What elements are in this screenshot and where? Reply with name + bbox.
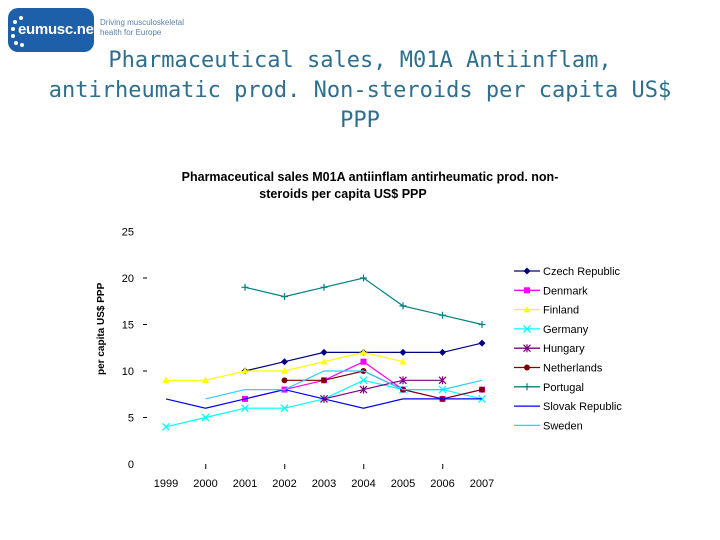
data-point [162, 422, 170, 431]
x-tick-label: 2003 [312, 478, 336, 490]
x-tick-label: 2002 [272, 478, 296, 490]
eumusc-logo: eumusc.net Driving musculoskeletal healt… [8, 8, 188, 54]
legend-label: Hungary [543, 343, 585, 355]
data-point [281, 358, 288, 366]
data-point [399, 348, 407, 356]
series-line [323, 379, 443, 400]
legend-label: Finland [543, 305, 579, 317]
legend-item-denmark: Denmark [514, 285, 588, 297]
legend-item-czech-republic: Czech Republic [514, 266, 621, 278]
series-line [165, 388, 482, 409]
logo-badge: eumusc.net [8, 8, 99, 52]
data-point [241, 367, 249, 374]
data-point [241, 283, 249, 291]
legend-label: Netherlands [543, 363, 603, 375]
y-axis-label: per capita US$ PPP [96, 282, 107, 375]
series-line [205, 370, 483, 400]
data-point [320, 358, 328, 365]
legend-item-germany: Germany [514, 324, 589, 336]
data-point [399, 358, 407, 365]
data-point [439, 311, 446, 319]
x-tick-label: 2000 [193, 478, 217, 490]
legend-item-hungary: Hungary [514, 343, 585, 355]
data-point [479, 386, 485, 393]
legend-item-portugal: Portugal [514, 382, 584, 394]
data-point [359, 376, 368, 385]
logo-stars-icon [11, 16, 24, 47]
x-tick-label: 2001 [233, 478, 257, 490]
data-point [523, 306, 531, 313]
legend: Czech Republic Denmark Finland Germany Hunga… [514, 266, 622, 432]
data-point [162, 376, 170, 384]
series-slovak-republic [165, 388, 482, 409]
legend-item-sweden: Sweden [514, 420, 583, 432]
data-point [360, 358, 367, 365]
legend-item-slovak-republic: Slovak Republic [514, 401, 622, 413]
y-tick-label: 20 [122, 273, 134, 285]
x-tick-label: 1999 [154, 478, 178, 490]
data-point [360, 348, 367, 356]
slide-title: Pharmaceutical sales, M01A Antiinflam, a… [48, 48, 672, 133]
series-germany [162, 376, 486, 431]
series-line [166, 351, 404, 381]
x-axis: 1999 2000 2001 2002 2003 2004 2005 2006 2007 [154, 464, 494, 490]
series-portugal [241, 274, 486, 328]
data-point [439, 348, 446, 356]
legend-item-finland: Finland [514, 305, 579, 317]
y-tick-label: 0 [128, 459, 134, 471]
data-point [359, 385, 368, 394]
series-sweden [205, 370, 483, 400]
data-point [399, 376, 407, 385]
data-point [241, 404, 249, 413]
series-line [244, 277, 483, 326]
data-point [523, 267, 531, 275]
y-tick-label: 10 [122, 366, 134, 378]
data-point [280, 404, 289, 413]
data-point [281, 367, 288, 374]
plot-area [162, 274, 486, 431]
data-point [201, 413, 210, 422]
data-point [321, 377, 327, 384]
data-point [360, 274, 367, 282]
data-point [320, 283, 328, 291]
x-tick-label: 2007 [470, 478, 494, 490]
data-point [281, 293, 288, 301]
data-point [524, 287, 530, 294]
chart-title-line-1: Pharmaceutical sales M01A antiinflam ant… [182, 170, 559, 184]
data-point [523, 383, 531, 391]
data-point [320, 348, 328, 356]
data-point [523, 344, 531, 353]
legend-label: Czech Republic [543, 266, 621, 278]
logo-wordmark: eumusc.net [18, 21, 99, 38]
y-tick-label: 25 [122, 227, 134, 239]
legend-label: Slovak Republic [543, 401, 622, 413]
data-point [281, 377, 288, 384]
x-tick-label: 2004 [351, 478, 375, 490]
legend-label: Sweden [543, 420, 583, 432]
data-point [438, 376, 447, 385]
legend-label: Portugal [543, 382, 584, 394]
y-tick-label: 5 [128, 413, 134, 425]
y-axis: 0 5 10 15 20 25 [122, 227, 147, 471]
legend-item-netherlands: Netherlands [514, 363, 603, 375]
y-tick-label: 15 [122, 320, 134, 332]
series-line [165, 379, 483, 428]
chart-title-line-2: steroids per capita US$ PPP [259, 187, 426, 201]
data-point [399, 302, 407, 310]
series-finland [162, 348, 407, 384]
series-line [244, 342, 483, 372]
data-point [202, 376, 209, 384]
logo-tagline: Driving musculoskeletal health for Europ… [100, 18, 185, 37]
legend-label: Denmark [543, 285, 588, 297]
data-point [523, 324, 531, 333]
x-tick-label: 2006 [430, 478, 454, 490]
data-point [478, 321, 486, 328]
legend-label: Germany [543, 324, 589, 336]
data-point [524, 364, 530, 371]
x-tick-label: 2005 [391, 478, 415, 490]
data-point [478, 339, 486, 347]
